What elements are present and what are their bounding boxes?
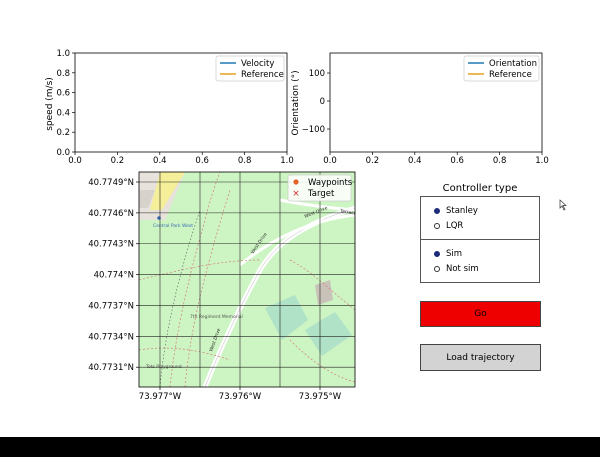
radio-lqr-dot[interactable] bbox=[434, 223, 440, 229]
map-label-terrace: Terrace bbox=[339, 208, 357, 217]
bottom-bar bbox=[0, 437, 600, 457]
orientation-ytick-label: 100 bbox=[309, 69, 325, 79]
orientation-ytick-label: −100 bbox=[302, 125, 325, 135]
map-lat-label: 40.7737°N bbox=[88, 301, 134, 311]
orientation-xtick-label: 1.0 bbox=[535, 156, 549, 166]
radio-sim[interactable]: Sim bbox=[434, 249, 462, 259]
map-lat-label: 40.7749°N bbox=[88, 178, 134, 188]
speed-chart: 0.0 0.2 0.4 0.6 0.8 1.0 0.0 0.2 0.4 0.6 0.8 1.0 sp… bbox=[45, 49, 294, 166]
map-label-park: Central Park West bbox=[153, 223, 193, 229]
map-legend-target: Target bbox=[307, 189, 335, 199]
orientation-xtick-label: 0.6 bbox=[450, 156, 464, 166]
speed-ytick-label: 0.8 bbox=[56, 69, 70, 79]
load-trajectory-button[interactable]: Load trajectory bbox=[420, 344, 541, 371]
speed-xtick-label: 0.2 bbox=[111, 156, 125, 166]
map-lon-label: 73.976°W bbox=[219, 392, 262, 402]
speed-ytick-label: 0.4 bbox=[56, 108, 70, 118]
mouse-cursor-icon bbox=[559, 199, 567, 211]
radio-not-sim-dot[interactable] bbox=[434, 266, 440, 272]
speed-xtick-label: 0.0 bbox=[68, 156, 82, 166]
orientation-xtick-label: 0.2 bbox=[366, 156, 380, 166]
radio-stanley-dot[interactable] bbox=[434, 208, 440, 214]
map-chart[interactable]: West Drive West Drive West Drive Terrace… bbox=[0, 160, 370, 410]
speed-legend-velocity: Velocity bbox=[241, 59, 274, 69]
orientation-xtick-label: 0.8 bbox=[493, 156, 507, 166]
target-x-icon: × bbox=[292, 189, 300, 199]
radio-sim-label: Sim bbox=[446, 249, 463, 259]
speed-xtick-label: 0.4 bbox=[153, 156, 167, 166]
radio-not-sim[interactable]: Not sim bbox=[434, 264, 479, 274]
orientation-chart: 100 0 −100 0.0 0.2 0.4 0.6 0.8 1.0 Orientation … bbox=[291, 52, 549, 166]
orientation-ytick-label: 0 bbox=[320, 97, 325, 107]
speed-ytick-label: 1.0 bbox=[56, 49, 70, 59]
map-lat-label: 40.774°N bbox=[94, 271, 134, 281]
orientation-legend-reference: Reference bbox=[489, 70, 532, 80]
map-lat-label: 40.7731°N bbox=[88, 363, 134, 373]
orientation-xtick-label: 0.4 bbox=[408, 156, 422, 166]
map-lon-label: 73.975°W bbox=[299, 392, 342, 402]
controller-divider bbox=[420, 239, 540, 240]
map-lat-label: 40.7734°N bbox=[88, 332, 134, 342]
map-legend-waypoints: Waypoints bbox=[308, 178, 353, 188]
controller-title: Controller type bbox=[442, 183, 518, 194]
orientation-xtick-label: 0.0 bbox=[323, 156, 337, 166]
speed-xtick-label: 0.6 bbox=[195, 156, 209, 166]
map-frame bbox=[138, 171, 356, 388]
radio-lqr[interactable]: LQR bbox=[434, 221, 463, 231]
orientation-ylabel: Orientation (°) bbox=[291, 70, 301, 135]
map-label-memorial: 7th Regiment Memorial bbox=[190, 314, 243, 320]
speed-ytick-label: 0.2 bbox=[56, 128, 70, 138]
speed-legend-reference: Reference bbox=[241, 70, 284, 80]
speed-ylabel: speed (m/s) bbox=[45, 77, 55, 131]
radio-sim-dot[interactable] bbox=[434, 251, 440, 257]
go-button[interactable]: Go bbox=[420, 301, 541, 327]
map-lat-label: 40.7743°N bbox=[88, 240, 134, 250]
speed-xtick-label: 1.0 bbox=[280, 156, 294, 166]
map-tiles: West Drive West Drive West Drive Terrace… bbox=[139, 172, 357, 387]
radio-stanley[interactable]: Stanley bbox=[434, 206, 478, 216]
radio-not-sim-label: Not sim bbox=[446, 264, 479, 274]
map-lon-label: 73.977°W bbox=[139, 392, 182, 402]
speed-ytick-label: 0.0 bbox=[56, 148, 70, 158]
radio-stanley-label: Stanley bbox=[446, 206, 478, 216]
orientation-legend-orientation: Orientation bbox=[489, 59, 537, 69]
map-lat-label: 40.7746°N bbox=[88, 209, 134, 219]
radio-lqr-label: LQR bbox=[446, 221, 464, 231]
waypoints-marker-icon bbox=[293, 179, 299, 185]
speed-xtick-label: 0.8 bbox=[238, 156, 252, 166]
speed-ytick-label: 0.6 bbox=[56, 89, 70, 99]
map-legend bbox=[287, 174, 352, 202]
